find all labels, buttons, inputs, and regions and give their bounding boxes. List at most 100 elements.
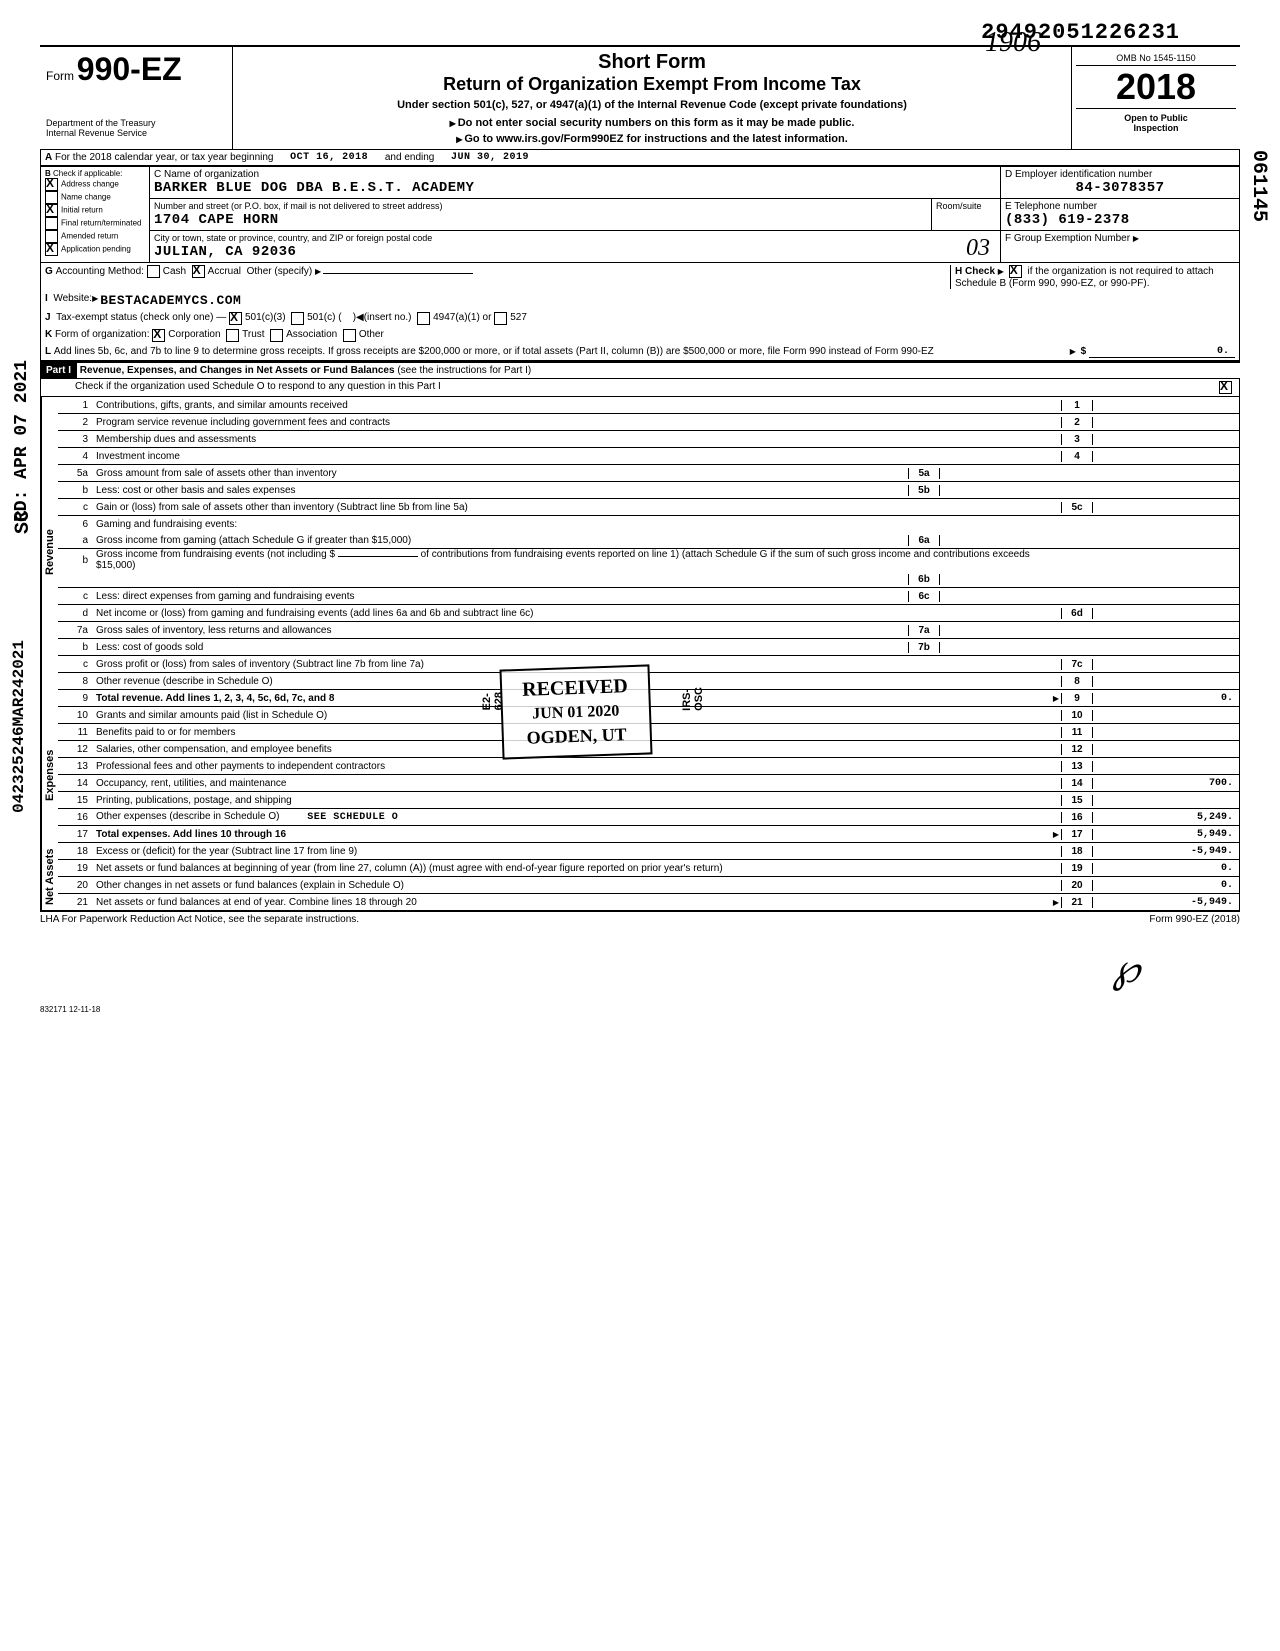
signature-mark: ℘ [1112,945,1140,992]
cb-accrual[interactable] [192,265,205,278]
inspection: Inspection [1076,123,1236,133]
cb-501c3[interactable] [229,312,242,325]
lbl-other-method: Other (specify) [247,266,313,277]
cb-501c[interactable] [291,312,304,325]
d-label: D Employer identification number [1005,169,1152,180]
section-net-assets: Net Assets [41,843,58,910]
k-label: Form of organization: [55,329,150,342]
line6c: Less: direct expenses from gaming and fu… [92,591,908,602]
phone: (833) 619-2378 [1005,212,1130,228]
part1-title: Part I [40,363,77,378]
line6a: Gross income from gaming (attach Schedul… [92,535,908,546]
city: JULIAN, CA 92036 [154,244,296,260]
lbl-address-change: Address change [61,180,119,189]
period-end: JUN 30, 2019 [451,152,529,163]
lbl-app-pending: Application pending [61,245,131,254]
line14: Occupancy, rent, utilities, and maintena… [92,778,1061,789]
lbl-final-return: Final return/terminated [61,219,141,228]
handwritten-1906: 1906 [985,27,1041,59]
lbl-insert: (insert no.) [364,312,412,325]
form-prefix: Form [46,69,74,83]
c-label: C Name of organization [154,169,259,180]
side-right-num: 061145 [1247,150,1270,222]
street: 1704 CAPE HORN [154,212,279,228]
form-number: 990-EZ [77,51,182,87]
org-name: BARKER BLUE DOG DBA B.E.S.T. ACADEMY [154,180,474,196]
lbl-initial-return: Initial return [61,206,103,215]
period-begin: OCT 16, 2018 [290,152,368,163]
line1: Contributions, gifts, grants, and simila… [92,400,1061,411]
line15: Printing, publications, postage, and shi… [92,795,1061,806]
line5b: Less: cost or other basis and sales expe… [92,485,908,496]
cb-527[interactable] [494,312,507,325]
section-revenue: Revenue [41,397,58,707]
lbl-amended: Amended return [61,232,118,241]
line7b: Less: cost of goods sold [92,642,908,653]
b-label: Check if applicable: [53,169,122,178]
line5c: Gain or (loss) from sale of assets other… [92,502,1061,513]
form-title: Short Form [243,51,1061,74]
cb-assoc[interactable] [270,329,283,342]
side-date-stamp: RD: APR 07 2021 [12,360,32,522]
cb-part1-schedo[interactable] [1219,381,1232,394]
stamp-e2: E2-628 [481,692,505,710]
dept-treasury: Department of the Treasury [46,118,226,128]
line20: Other changes in net assets or fund bala… [92,880,1061,891]
lbl-assoc: Association [286,329,337,342]
line3: Membership dues and assessments [92,434,1061,445]
footer-form: Form 990-EZ (2018) [1149,914,1240,925]
irs: Internal Revenue Service [46,128,226,138]
line6: Gaming and fundraising events: [92,519,1061,530]
cb-final-return[interactable] [45,217,58,230]
f-label: F Group Exemption Number [1005,233,1130,244]
line6b-pre: Gross income from fundraising events (no… [96,549,335,560]
amt-19: 0. [1093,863,1239,874]
i-label: Website: [53,293,92,308]
line4: Investment income [92,451,1061,462]
cb-corp[interactable] [152,329,165,342]
form-year: 2018 [1076,66,1236,108]
omb-number: OMB No 1545-1150 [1076,51,1236,66]
line21: Net assets or fund balances at end of ye… [92,897,1053,908]
cb-address-change[interactable] [45,178,58,191]
lbl-trust: Trust [242,329,264,342]
line7a: Gross sales of inventory, less returns a… [92,625,908,636]
part1-check-text: Check if the organization used Schedule … [45,381,1219,394]
handwritten-03: 03 [966,235,990,262]
ein: 84-3078357 [1005,180,1235,196]
cb-4947[interactable] [417,312,430,325]
side-sc: SC [12,510,35,534]
and-ending: and ending [385,152,435,163]
lbl-527: 527 [510,312,527,325]
cb-trust[interactable] [226,329,239,342]
see-schedule-o: SEE SCHEDULE O [307,812,398,823]
lbl-corp: Corporation [168,329,220,342]
lbl-cash: Cash [163,266,186,277]
cb-app-pending[interactable] [45,243,58,256]
city-label: City or town, state or province, country… [154,233,432,243]
lbl-kother: Other [359,329,384,342]
footer-lha: LHA For Paperwork Reduction Act Notice, … [40,914,1149,925]
under-section: Under section 501(c), 527, or 4947(a)(1)… [243,99,1061,111]
h-label: H Check [955,266,995,277]
lbl-4947: 4947(a)(1) or [433,312,491,325]
room-label: Room/suite [936,201,982,211]
line5a: Gross amount from sale of assets other t… [92,468,908,479]
cb-h[interactable] [1009,265,1022,278]
amt-17: 5,949. [1093,829,1239,840]
l-text: Add lines 5b, 6c, and 7b to line 9 to de… [54,346,1070,358]
line16: Other expenses (describe in Schedule O) [96,811,279,822]
open-public: Open to Public [1076,113,1236,123]
amt-21: -5,949. [1093,897,1239,908]
j-label: Tax-exempt status (check only one) — [56,312,226,325]
amt-14: 700. [1093,778,1239,789]
l-amount: 0. [1089,346,1235,358]
line9: Total revenue. Add lines 1, 2, 3, 4, 5c,… [96,693,334,704]
cb-initial-return[interactable] [45,204,58,217]
line18: Excess or (deficit) for the year (Subtra… [92,846,1061,857]
cb-cash[interactable] [147,265,160,278]
cb-kother[interactable] [343,329,356,342]
lbl-name-change: Name change [61,193,111,202]
line17: Total expenses. Add lines 10 through 16 [96,829,286,840]
street-label: Number and street (or P.O. box, if mail … [154,201,442,211]
